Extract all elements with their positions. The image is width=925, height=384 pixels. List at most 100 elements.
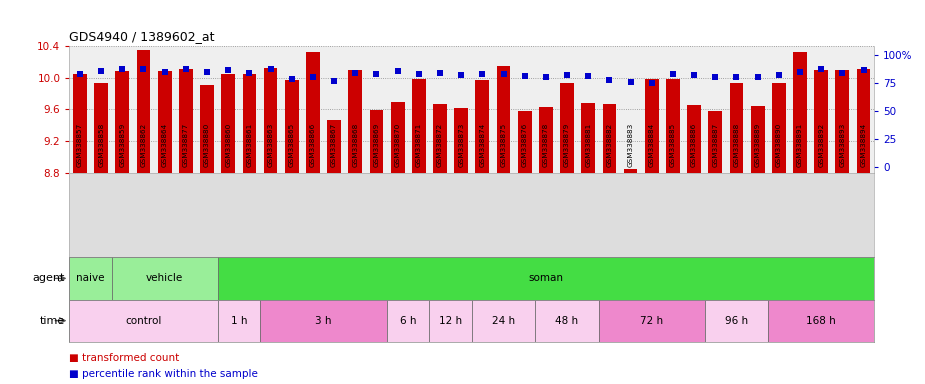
Point bbox=[263, 65, 278, 71]
Bar bbox=[598, 300, 705, 342]
Bar bbox=[179, 69, 192, 173]
Bar bbox=[306, 51, 320, 173]
Bar bbox=[539, 107, 553, 173]
Text: 96 h: 96 h bbox=[725, 316, 748, 326]
Point bbox=[750, 74, 765, 81]
Point bbox=[412, 71, 426, 77]
Bar bbox=[370, 110, 383, 173]
Point bbox=[72, 71, 87, 77]
Bar bbox=[387, 300, 429, 342]
Text: 72 h: 72 h bbox=[640, 316, 663, 326]
Bar bbox=[454, 108, 468, 173]
Bar bbox=[623, 169, 637, 173]
Bar bbox=[581, 103, 595, 173]
Bar bbox=[751, 106, 765, 173]
Point bbox=[136, 65, 151, 71]
Point bbox=[454, 72, 469, 78]
Bar bbox=[772, 83, 785, 173]
Point bbox=[538, 74, 553, 81]
Point bbox=[433, 70, 448, 76]
Text: 6 h: 6 h bbox=[400, 316, 416, 326]
Point bbox=[857, 66, 871, 73]
Bar bbox=[200, 85, 214, 173]
Text: 12 h: 12 h bbox=[439, 316, 462, 326]
Bar bbox=[687, 106, 701, 173]
Bar bbox=[602, 104, 616, 173]
Point bbox=[560, 72, 574, 78]
Point bbox=[729, 74, 744, 81]
Point bbox=[581, 73, 596, 79]
Point bbox=[793, 69, 808, 75]
Bar bbox=[475, 80, 489, 173]
Bar bbox=[112, 257, 217, 300]
Bar bbox=[814, 70, 828, 173]
Bar bbox=[497, 66, 511, 173]
Bar bbox=[536, 300, 598, 342]
Bar bbox=[73, 74, 87, 173]
Text: ■ percentile rank within the sample: ■ percentile rank within the sample bbox=[69, 369, 258, 379]
Text: soman: soman bbox=[528, 273, 563, 283]
Point bbox=[602, 77, 617, 83]
Bar bbox=[709, 111, 722, 173]
Point bbox=[305, 74, 320, 81]
Point bbox=[835, 70, 850, 76]
Point bbox=[475, 71, 489, 77]
Point bbox=[517, 73, 532, 79]
Point bbox=[686, 72, 701, 78]
Text: vehicle: vehicle bbox=[146, 273, 183, 283]
Point bbox=[93, 68, 108, 74]
Point bbox=[242, 70, 257, 76]
Text: agent: agent bbox=[32, 273, 65, 283]
Point bbox=[284, 76, 299, 82]
Bar bbox=[429, 300, 472, 342]
Bar bbox=[242, 74, 256, 173]
Point bbox=[327, 78, 341, 84]
Point bbox=[390, 68, 405, 74]
Bar bbox=[390, 102, 404, 173]
Bar bbox=[116, 71, 130, 173]
Text: GDS4940 / 1389602_at: GDS4940 / 1389602_at bbox=[69, 30, 215, 43]
Bar bbox=[260, 300, 387, 342]
Text: control: control bbox=[125, 316, 162, 326]
Bar bbox=[561, 83, 574, 173]
Text: 24 h: 24 h bbox=[492, 316, 515, 326]
Point bbox=[771, 72, 786, 78]
Point bbox=[708, 74, 722, 81]
Text: 48 h: 48 h bbox=[556, 316, 579, 326]
Bar bbox=[158, 71, 171, 173]
Bar bbox=[69, 300, 217, 342]
Text: 1 h: 1 h bbox=[230, 316, 247, 326]
Bar bbox=[645, 79, 659, 173]
Text: 168 h: 168 h bbox=[807, 316, 836, 326]
Point bbox=[496, 71, 511, 77]
Bar bbox=[769, 300, 874, 342]
Bar bbox=[327, 120, 341, 173]
Bar bbox=[835, 70, 849, 173]
Bar bbox=[94, 83, 108, 173]
Point bbox=[814, 65, 829, 71]
Bar bbox=[285, 80, 299, 173]
Bar bbox=[793, 51, 807, 173]
Bar bbox=[137, 50, 151, 173]
Point bbox=[200, 69, 215, 75]
Bar bbox=[857, 69, 870, 173]
Bar bbox=[349, 70, 363, 173]
Bar bbox=[433, 104, 447, 173]
Bar bbox=[69, 257, 112, 300]
Point bbox=[179, 65, 193, 71]
Text: 3 h: 3 h bbox=[315, 316, 332, 326]
Point bbox=[115, 65, 130, 71]
Point bbox=[369, 71, 384, 77]
Bar bbox=[221, 74, 235, 173]
Bar bbox=[730, 83, 744, 173]
Bar bbox=[217, 300, 260, 342]
Bar bbox=[412, 79, 426, 173]
Point bbox=[623, 79, 638, 85]
Point bbox=[348, 70, 363, 76]
Bar bbox=[666, 79, 680, 173]
Bar bbox=[217, 257, 874, 300]
Bar bbox=[472, 300, 536, 342]
Bar bbox=[518, 111, 532, 173]
Text: time: time bbox=[40, 316, 65, 326]
Point bbox=[221, 66, 236, 73]
